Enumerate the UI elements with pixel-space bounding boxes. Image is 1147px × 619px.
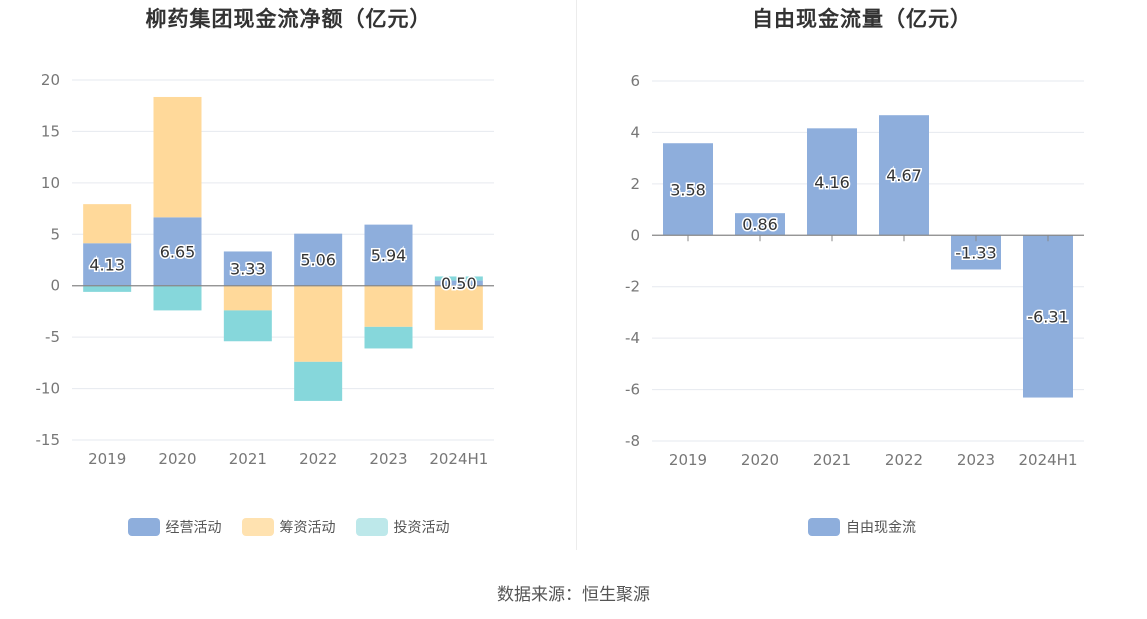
data-label: 5.06 <box>300 251 336 270</box>
bar-1-2021[interactable] <box>807 128 857 236</box>
x-tick-label: 2024H1 <box>429 450 488 468</box>
bar-1-2020[interactable] <box>735 213 785 236</box>
bar-2-2020[interactable] <box>153 96 202 218</box>
legend-item-fcf[interactable]: 自由现金流 <box>808 517 916 537</box>
bar-2-2024H1[interactable] <box>434 285 483 330</box>
net-cashflow-chart: 柳药集团现金流净额（亿元） 20 15 10 5 0 -5 -10 -15 2019 2020 20… <box>0 0 577 550</box>
data-label: 4.16 <box>814 173 850 192</box>
y-tick-label: -5 <box>45 328 60 346</box>
legend-net-cashflow: 经营活动 筹资活动 投资活动 <box>0 517 577 537</box>
y-tick-label: 4 <box>630 123 640 141</box>
data-label: 6.65 <box>160 243 196 262</box>
bar-2-2019[interactable] <box>83 204 132 244</box>
x-tick-label: 2020 <box>741 451 779 469</box>
data-label: -1.33 <box>955 243 996 262</box>
bar-1-2019[interactable] <box>83 243 132 286</box>
y-tick-label: 15 <box>41 122 60 140</box>
legend-swatch-investing <box>355 518 388 536</box>
legend-label-operating: 经营活动 <box>165 520 222 536</box>
bar-2-2021[interactable] <box>223 285 272 311</box>
x-tick-label: 2022 <box>885 451 923 469</box>
bar-1-2020[interactable] <box>153 217 202 286</box>
chart-title-net-cashflow: 柳药集团现金流净额（亿元） <box>145 7 432 31</box>
x-tick-label: 2024H1 <box>1019 451 1078 469</box>
legend-item-operating[interactable]: 经营活动 <box>127 517 222 537</box>
legend-label-fcf: 自由现金流 <box>846 520 916 536</box>
x-tick-label: 2020 <box>158 450 196 468</box>
legend-swatch-fcf <box>808 518 840 536</box>
x-tick-label: 2021 <box>813 451 851 469</box>
data-label: 0.50 <box>441 274 477 293</box>
x-tick-label: 2023 <box>957 451 995 469</box>
legend-swatch-operating <box>127 518 160 536</box>
data-label: 3.33 <box>230 260 266 279</box>
legend-label-investing: 投资活动 <box>393 520 450 536</box>
bar-3-2022[interactable] <box>294 361 343 401</box>
bar-2-2022[interactable] <box>294 285 343 362</box>
y-tick-label: -2 <box>625 278 640 296</box>
y-tick-label: -4 <box>625 329 640 347</box>
y-tick-label: 6 <box>630 72 640 90</box>
bar-2-2023[interactable] <box>364 285 413 327</box>
data-label: 4.13 <box>89 255 125 274</box>
bar-1-2024H1[interactable] <box>434 280 483 286</box>
data-label: 0.86 <box>742 215 778 234</box>
free-cashflow-chart: 自由现金流量（亿元） 6 4 2 0 -2 -4 -6 -8 2019 2020 2021 2022 2… <box>577 0 1147 550</box>
y-tick-label: 5 <box>50 225 60 243</box>
net-cashflow-plot: 20 15 10 5 0 -5 -10 -15 2019 2020 2021 2022 2023 2024… <box>36 71 494 468</box>
y-tick-label: 20 <box>41 71 60 89</box>
data-label: -6.31 <box>1027 307 1068 326</box>
legend-item-investing[interactable]: 投资活动 <box>355 517 450 537</box>
bar-1-2019[interactable] <box>663 143 713 236</box>
bar-3-2023[interactable] <box>364 326 413 349</box>
bar-1-2021[interactable] <box>223 251 272 286</box>
legend-free-cashflow: 自由现金流 <box>577 517 1147 537</box>
y-tick-label: -6 <box>625 381 640 399</box>
bar-1-2022[interactable] <box>294 233 343 286</box>
panel-divider <box>576 0 577 550</box>
legend-item-financing[interactable]: 筹资活动 <box>241 517 336 537</box>
bar-1-2023[interactable] <box>364 224 413 286</box>
data-label: 5.94 <box>371 246 407 265</box>
data-label: 3.58 <box>670 180 706 199</box>
y-tick-label: 0 <box>630 226 640 244</box>
y-tick-label: 10 <box>41 174 60 192</box>
y-tick-label: 0 <box>50 277 60 295</box>
bar-3-2020[interactable] <box>153 285 202 311</box>
x-tick-label: 2021 <box>229 450 267 468</box>
bar-3-2019[interactable] <box>83 285 132 292</box>
bar-1-2022[interactable] <box>879 115 929 236</box>
legend-swatch-financing <box>241 518 274 536</box>
bar-3-2021[interactable] <box>223 310 272 342</box>
y-tick-label: -15 <box>36 431 61 449</box>
y-tick-label: -8 <box>625 432 640 450</box>
free-cashflow-plot: 6 4 2 0 -2 -4 -6 -8 2019 2020 2021 2022 2023 2024H1 3.… <box>625 72 1084 469</box>
y-tick-label: -10 <box>36 380 61 398</box>
chart-title-free-cashflow: 自由现金流量（亿元） <box>752 7 972 31</box>
x-tick-label: 2022 <box>299 450 337 468</box>
data-label: 4.67 <box>886 166 922 185</box>
x-tick-label: 2019 <box>669 451 707 469</box>
x-tick-label: 2023 <box>369 450 407 468</box>
y-tick-label: 2 <box>630 175 640 193</box>
x-tick-label: 2019 <box>88 450 126 468</box>
legend-label-financing: 筹资活动 <box>279 520 336 536</box>
bar-1-2024H1[interactable] <box>1023 235 1073 398</box>
data-source-note: 数据来源：恒生聚源 <box>497 585 650 605</box>
bar-3-2024H1[interactable] <box>434 276 483 281</box>
